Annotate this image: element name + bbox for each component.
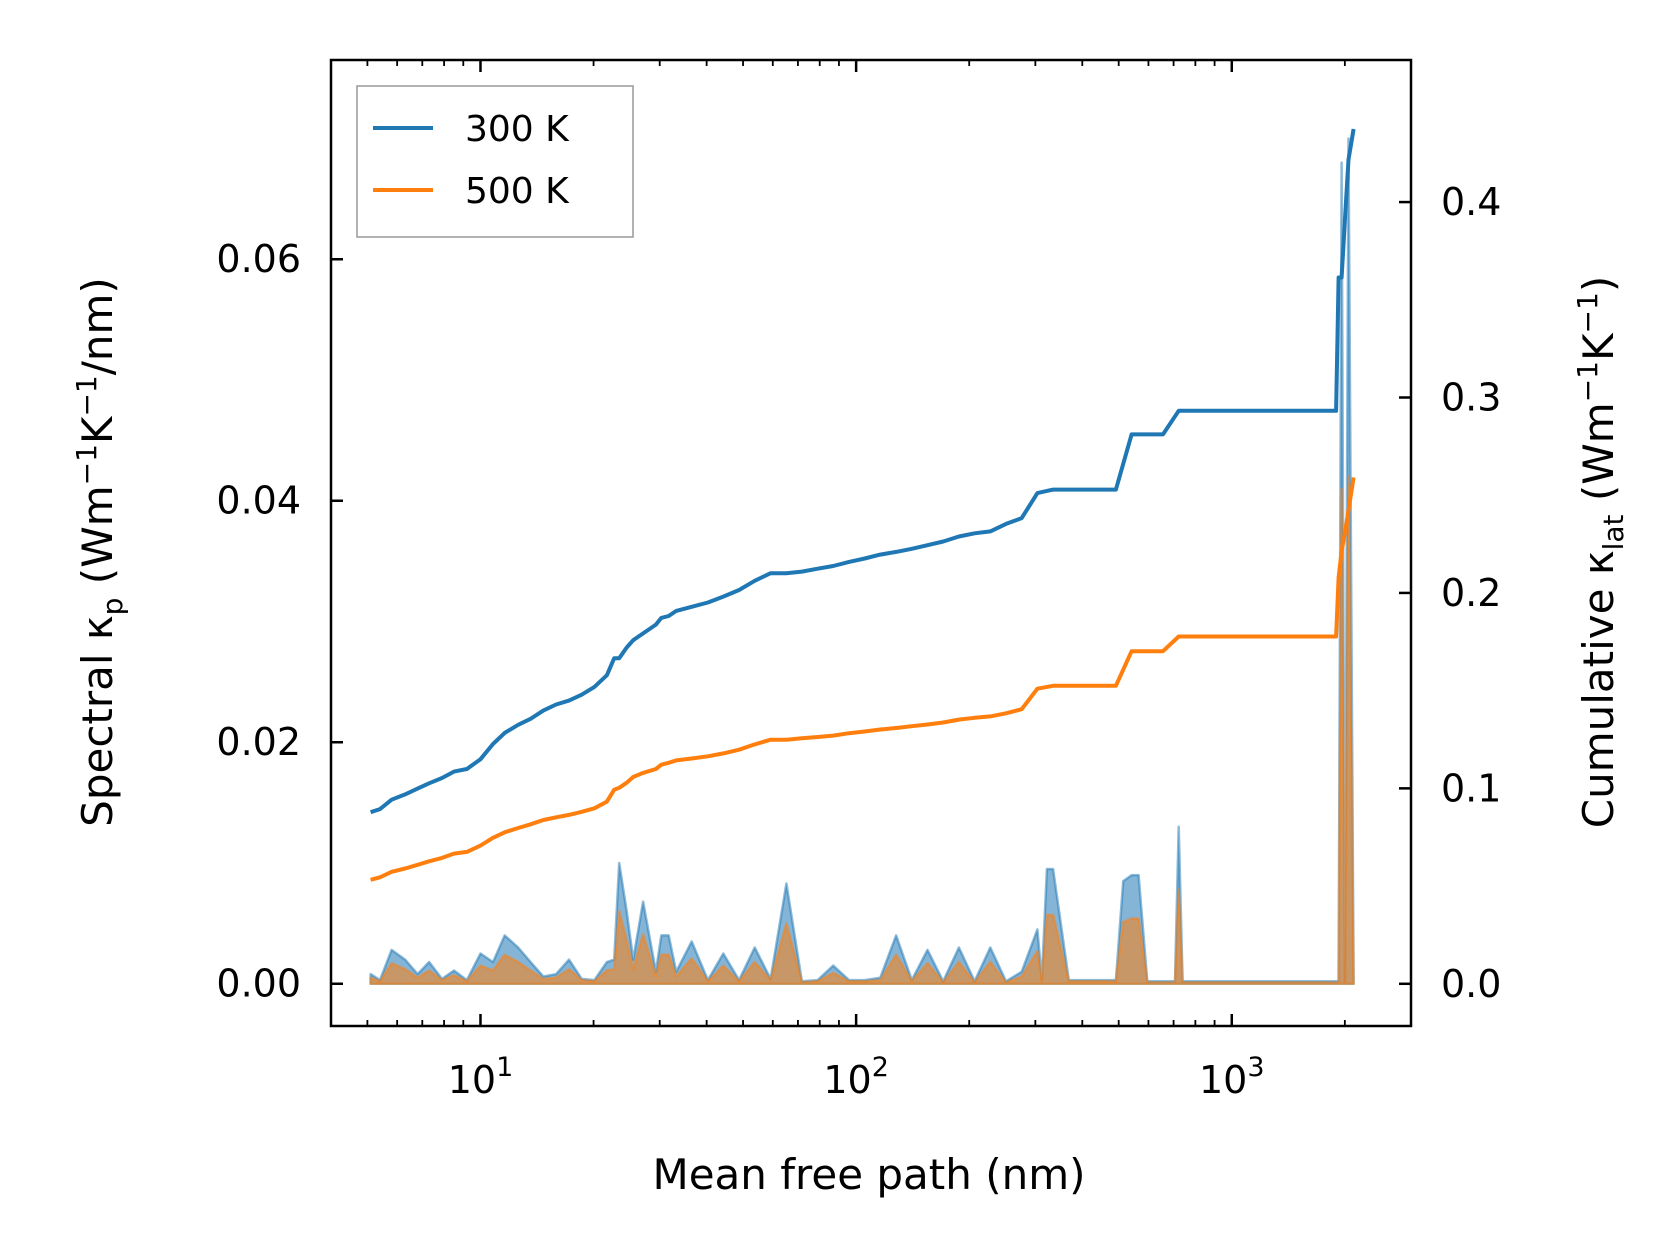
y-right-tick-label: 0.0: [1441, 962, 1501, 1006]
cumulative-lines-group: [369, 128, 1356, 882]
y-right-tick-label: 0.2: [1441, 571, 1501, 615]
y-left-tick-label: 0.00: [216, 962, 301, 1006]
y-right-tick-label: 0.1: [1441, 766, 1501, 810]
y-left-tick-label: 0.02: [216, 720, 301, 764]
x-axis-title: Mean free path (nm): [652, 1150, 1085, 1199]
spectral-fill-group: [369, 137, 1355, 985]
cumulative-line-500k: [370, 477, 1356, 882]
y-axis-title-right: Cumulative κlat (Wm−1K−1): [1571, 276, 1630, 828]
spectral-area-500k: [369, 475, 1355, 985]
y-right-tick-label: 0.3: [1441, 376, 1501, 420]
y-right-tick-label: 0.4: [1441, 180, 1501, 224]
legend: 300 K 500 K: [356, 85, 634, 238]
x-tick-label: 101: [448, 1052, 514, 1102]
ticks-group: 0.00 0.02 0.04 0.06 0.0 0.1 0.2 0.3 0.4 101 102 103: [216, 60, 1501, 1102]
legend-label-300k: 300 K: [465, 109, 570, 150]
y-left-tick-label: 0.04: [216, 479, 301, 523]
x-tick-label: 102: [823, 1052, 889, 1102]
legend-label-500k: 500 K: [465, 171, 570, 212]
plot-frame: [329, 58, 1413, 1028]
y-left-tick-label: 0.06: [216, 237, 301, 281]
legend-box: [356, 85, 634, 238]
y-axis-title-left: Spectral κp (Wm−1K−1/nm): [70, 277, 129, 827]
x-tick-label: 103: [1199, 1052, 1265, 1102]
cumulative-line-300k: [369, 128, 1356, 815]
